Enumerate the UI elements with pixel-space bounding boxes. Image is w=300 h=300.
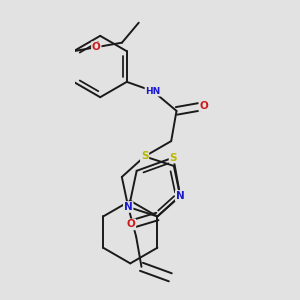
- Text: O: O: [199, 101, 208, 111]
- Text: HN: HN: [146, 87, 160, 96]
- Text: O: O: [92, 42, 101, 52]
- Text: N: N: [124, 202, 133, 212]
- Text: O: O: [127, 219, 135, 230]
- Text: S: S: [141, 152, 148, 161]
- Text: S: S: [169, 153, 177, 163]
- Text: N: N: [176, 191, 184, 201]
